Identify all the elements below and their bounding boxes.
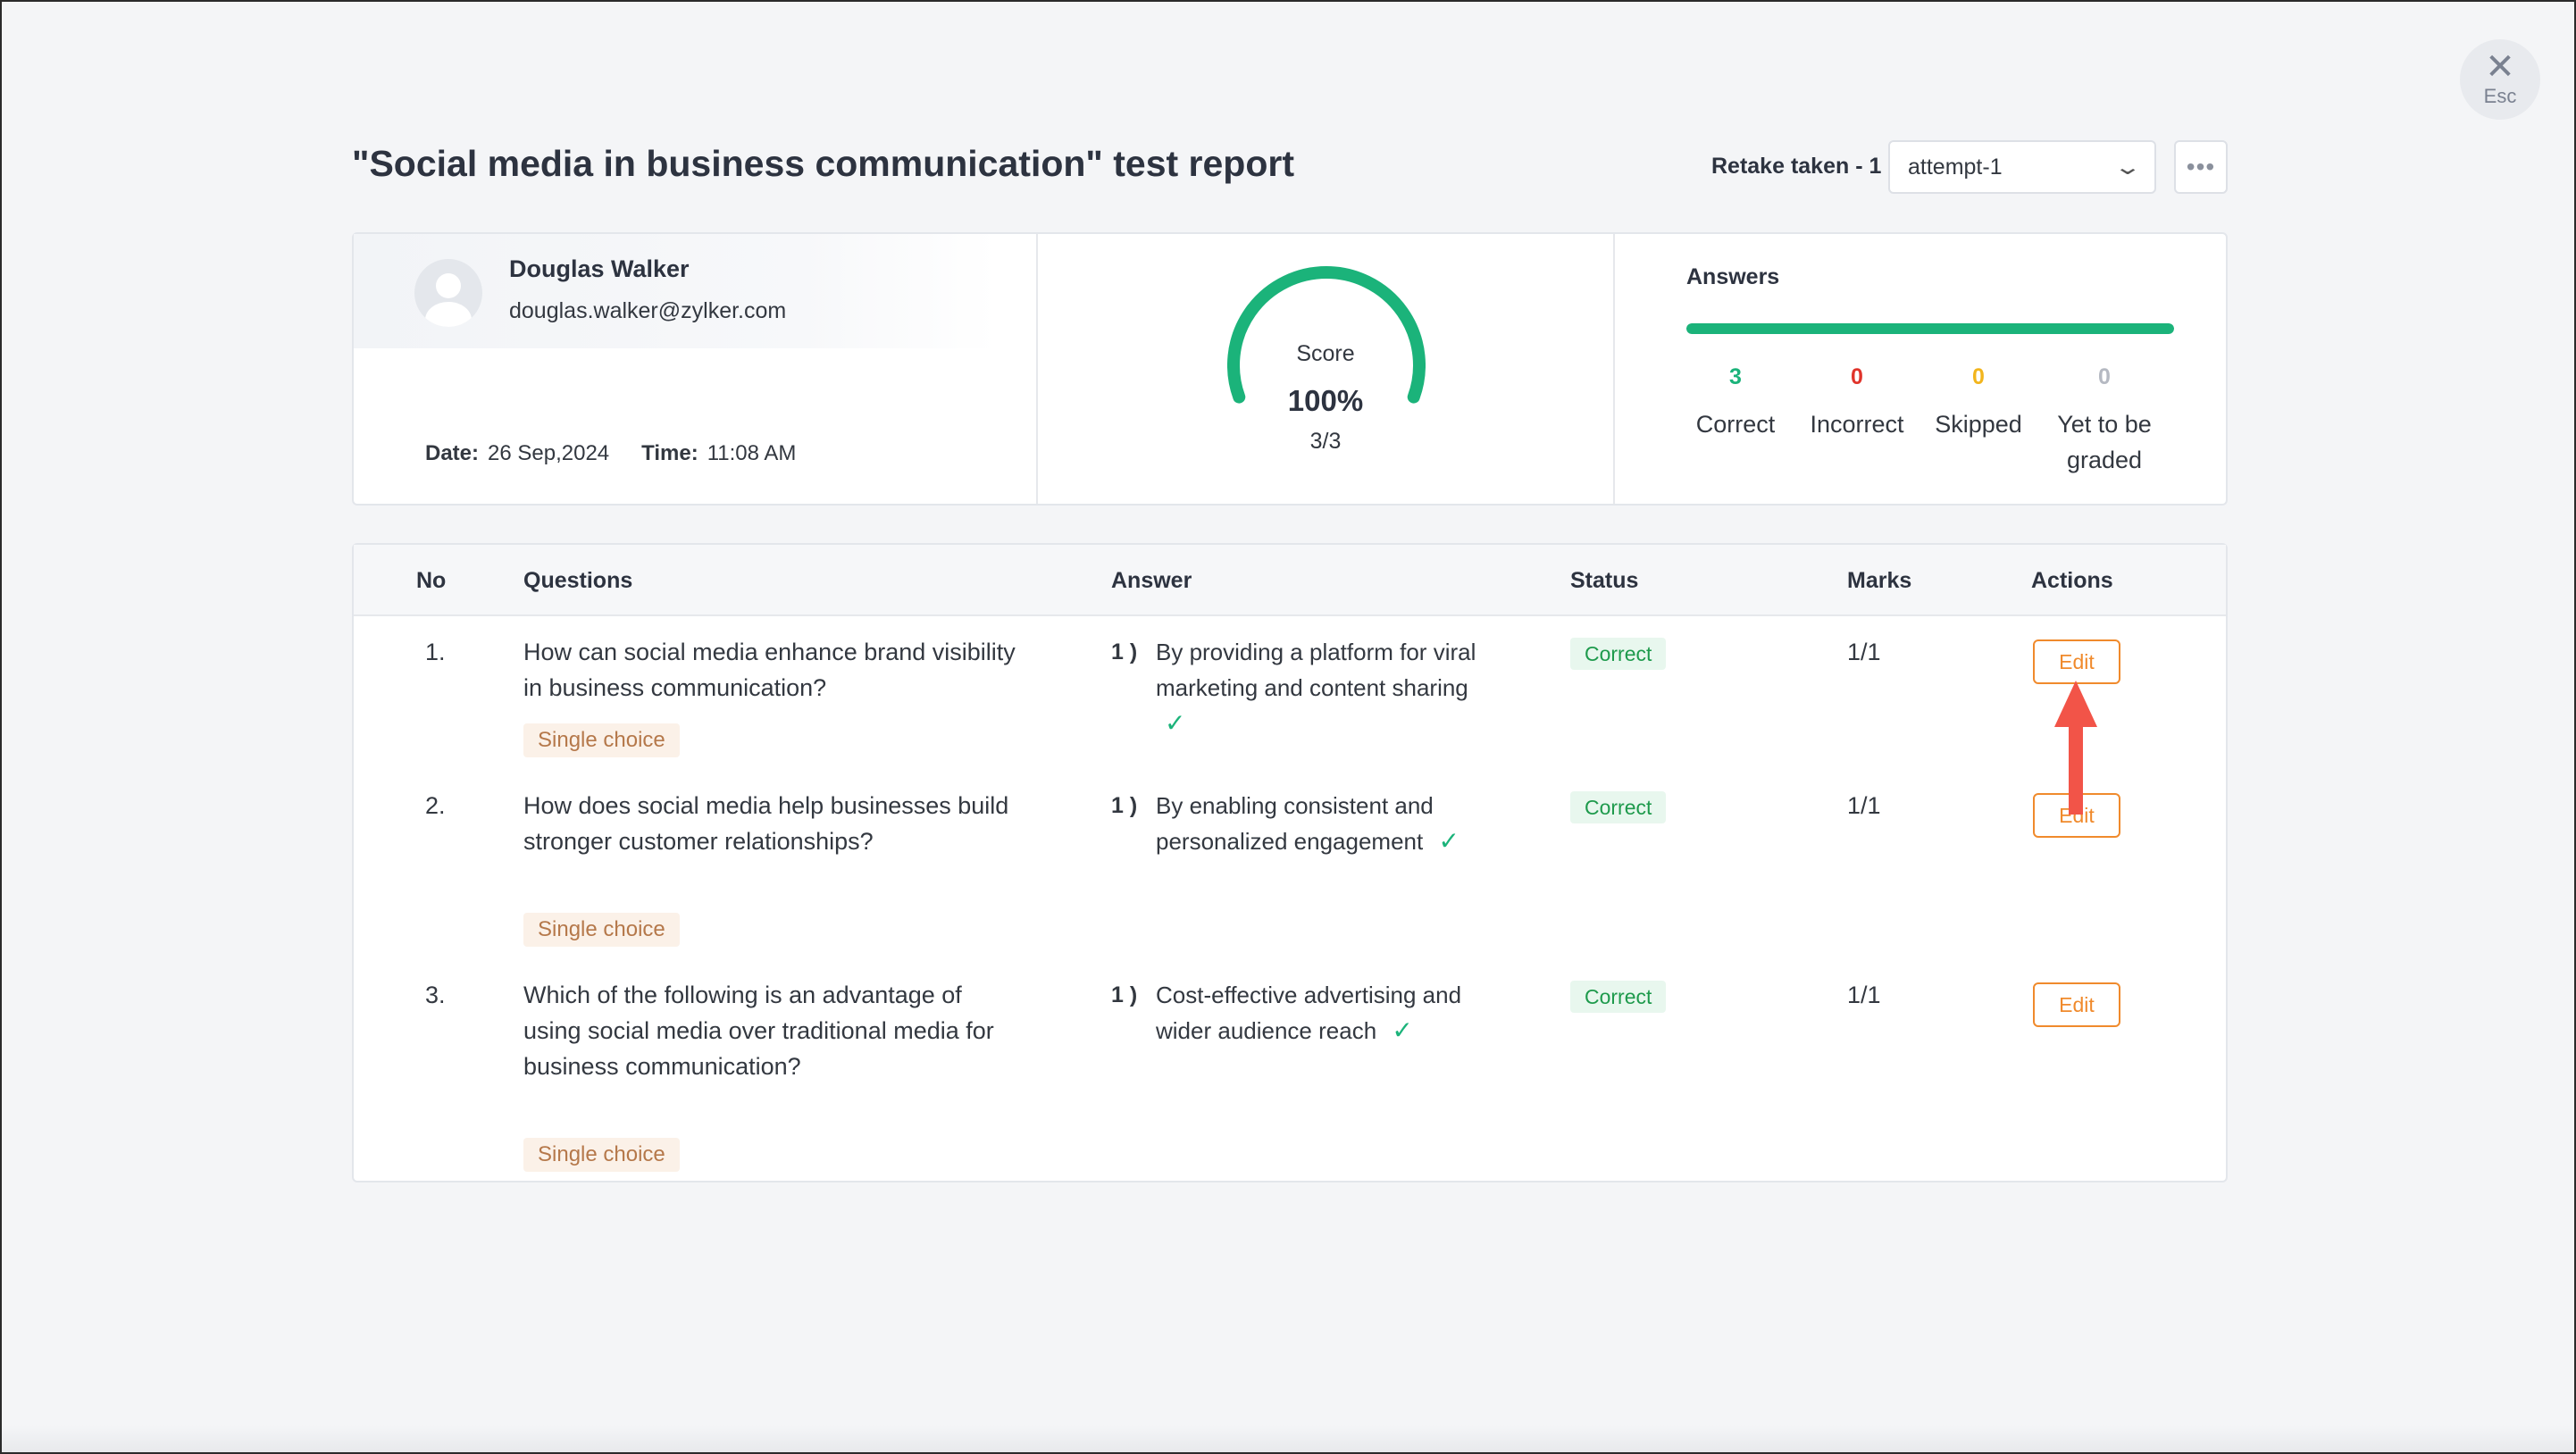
score-percent: 100% (1287, 384, 1364, 417)
header-status: Status (1570, 568, 1639, 593)
date-label: Date: (425, 441, 480, 465)
marks-value: 1/1 (1847, 792, 1881, 819)
header-answer: Answer (1111, 568, 1192, 593)
correct-number: 3 (1729, 364, 1742, 389)
answer-text: By providing a platform for viral market… (1156, 639, 1476, 701)
pending-count: 0 Yet to be graded (2033, 364, 2176, 478)
avatar (414, 259, 482, 327)
pending-label: Yet to be graded (2057, 411, 2152, 473)
question-text: How can social media enhance brand visib… (523, 639, 1016, 701)
questions-table: No Questions Answer Status Marks Actions… (352, 543, 2228, 1182)
skipped-label: Skipped (1935, 411, 2022, 438)
row-number: 3. (425, 982, 446, 1008)
retake-label: Retake taken - 1 (1711, 154, 1882, 179)
chevron-down-icon: ⌄ (2112, 155, 2143, 180)
user-email: douglas.walker@zylker.com (509, 298, 787, 323)
question-text: How does social media help businesses bu… (523, 792, 1009, 855)
time-value: 11:08 AM (707, 441, 797, 465)
answers-section: Answers 3 Correct 0 Incorrect 0 Skipped … (1615, 234, 2226, 504)
row-number: 2. (425, 792, 446, 819)
score-section: Score 100% 3/3 (1038, 234, 1615, 504)
attempt-value: attempt-1 (1908, 154, 2003, 180)
summary-card: Douglas Walker douglas.walker@zylker.com… (352, 232, 2228, 506)
page-title: "Social media in business communication"… (352, 143, 1295, 184)
bottom-shadow (2, 1425, 2574, 1452)
header-actions: Actions (2031, 568, 2113, 593)
incorrect-count: 0 Incorrect (1790, 364, 1924, 442)
header-marks: Marks (1847, 568, 1912, 593)
esc-label: Esc (2483, 85, 2517, 107)
header-no: No (416, 568, 447, 593)
answer-index: 1 ) (1111, 793, 1138, 818)
more-options-button[interactable]: ••• (2174, 140, 2228, 194)
answers-bar (1686, 323, 2174, 334)
close-esc-button[interactable]: ✕ Esc (2460, 39, 2540, 120)
attempt-meta: Date: 26 Sep,2024 Time: 11:08 AM (425, 441, 796, 466)
skipped-number: 0 (1972, 364, 1985, 389)
question-type-tag: Single choice (523, 913, 680, 947)
status-badge: Correct (1570, 791, 1667, 823)
marks-value: 1/1 (1847, 982, 1881, 1008)
edit-button[interactable]: Edit (2033, 639, 2120, 684)
question-text: Which of the following is an advantage o… (523, 982, 994, 1080)
user-name: Douglas Walker (509, 255, 690, 282)
close-icon: ✕ (2485, 47, 2515, 87)
time-label: Time: (641, 441, 698, 465)
table-header: No Questions Answer Status Marks Actions (354, 545, 2226, 616)
check-icon: ✓ (1165, 709, 1186, 737)
status-badge: Correct (1570, 638, 1667, 670)
marks-value: 1/1 (1847, 639, 1881, 665)
answers-bar-fill (1686, 323, 2174, 334)
score-label: Score (1296, 341, 1355, 366)
answer-text: Cost-effective advertising and wider aud… (1156, 982, 1462, 1044)
answer-cell: Cost-effective advertising and wider aud… (1156, 977, 1477, 1049)
score-fraction: 3/3 (1309, 429, 1342, 454)
attempt-select[interactable]: attempt-1 ⌄ (1888, 140, 2156, 194)
date-value: 26 Sep,2024 (488, 441, 610, 465)
answer-cell: By providing a platform for viral market… (1156, 634, 1477, 741)
header-questions: Questions (523, 568, 633, 593)
edit-button[interactable]: Edit (2033, 982, 2120, 1027)
pending-number: 0 (2098, 364, 2111, 389)
score-gauge (1227, 266, 1426, 404)
answer-text: By enabling consistent and personalized … (1156, 792, 1434, 855)
row-number: 1. (425, 639, 446, 665)
incorrect-label: Incorrect (1810, 411, 1904, 438)
answer-index: 1 ) (1111, 639, 1138, 664)
answer-index: 1 ) (1111, 982, 1138, 1007)
check-icon: ✓ (1392, 1016, 1413, 1044)
answers-title: Answers (1686, 264, 1780, 289)
correct-label: Correct (1695, 411, 1776, 438)
annotation-arrow-icon (2054, 681, 2097, 815)
question-type-tag: Single choice (523, 723, 680, 757)
status-badge: Correct (1570, 981, 1667, 1013)
skipped-count: 0 Skipped (1911, 364, 2045, 442)
answer-cell: By enabling consistent and personalized … (1156, 788, 1477, 859)
more-icon: ••• (2186, 153, 2216, 180)
incorrect-number: 0 (1851, 364, 1863, 389)
user-section: Douglas Walker douglas.walker@zylker.com… (354, 234, 1038, 504)
question-type-tag: Single choice (523, 1138, 680, 1172)
check-icon: ✓ (1438, 827, 1459, 855)
correct-count: 3 Correct (1669, 364, 1802, 442)
